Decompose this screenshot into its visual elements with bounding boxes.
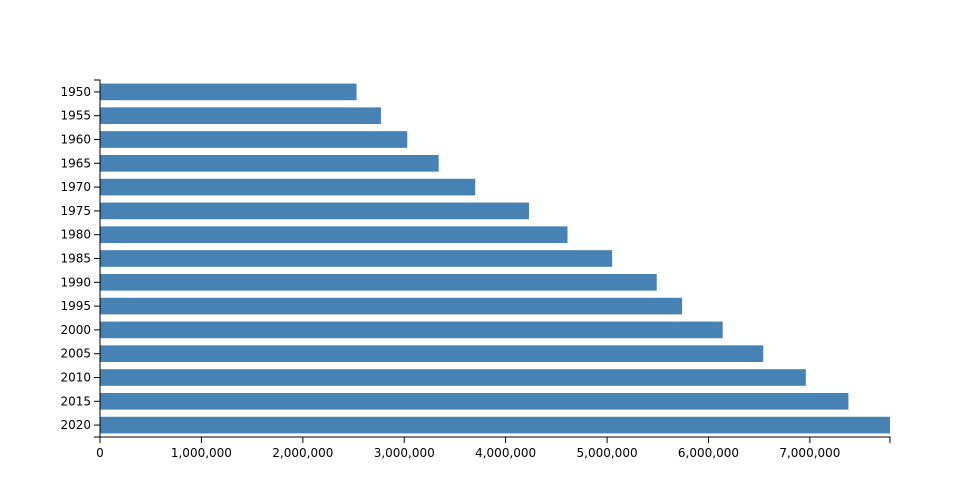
- bar-1960[interactable]: [100, 131, 408, 148]
- x-axis: 0 1,000,000 2,000,000 3,000,000 4,000,000 5,0…: [96, 436, 891, 460]
- y-tick-label: 1965: [60, 156, 91, 170]
- y-tick-label: 1970: [60, 180, 91, 194]
- bar-1970[interactable]: [100, 178, 476, 196]
- x-tick-label: 6,000,000: [678, 446, 739, 460]
- bar-1955[interactable]: [100, 107, 381, 125]
- y-tick-label: 2010: [60, 371, 91, 385]
- bar-1950[interactable]: [100, 83, 357, 101]
- y-tick-label: 1955: [60, 109, 91, 123]
- bar-1980[interactable]: [100, 226, 568, 244]
- x-tick-label: 5,000,000: [577, 446, 638, 460]
- x-axis-line: [99, 436, 891, 443]
- bar-2015[interactable]: [100, 392, 849, 410]
- y-tick-label: 2000: [60, 323, 91, 337]
- y-tick-label: 2020: [60, 418, 91, 432]
- x-tick-label: 4,000,000: [475, 446, 536, 460]
- x-tick-label: 0: [96, 446, 104, 460]
- y-tick-label: 2015: [60, 394, 91, 408]
- bar-2020[interactable]: [100, 416, 890, 434]
- x-tick-label: 7,000,000: [779, 446, 840, 460]
- bar-1995[interactable]: [100, 297, 683, 315]
- bar-2005[interactable]: [100, 345, 764, 363]
- bar-1990[interactable]: [100, 273, 657, 291]
- y-tick-label: 1950: [60, 85, 91, 99]
- y-tick-label: 1985: [60, 252, 91, 266]
- y-tick-label: 1960: [60, 133, 91, 147]
- x-tick-label: 2,000,000: [272, 446, 333, 460]
- bar-1975[interactable]: [100, 202, 529, 220]
- bar-2000[interactable]: [100, 321, 723, 339]
- y-tick-label: 1995: [60, 299, 91, 313]
- y-tick-label: 1975: [60, 204, 91, 218]
- y-axis: 1950 1955 1960 1965 1970 1975 1980 1985 1990 1995…: [60, 79, 101, 438]
- y-tick-label: 1990: [60, 275, 91, 289]
- bars-layer: [100, 83, 890, 434]
- bar-1965[interactable]: [100, 154, 439, 172]
- y-tick-label: 1980: [60, 228, 91, 242]
- bar-1985[interactable]: [100, 250, 613, 267]
- y-tick-label: 2005: [60, 347, 91, 361]
- x-tick-label: 1,000,000: [171, 446, 232, 460]
- bar-2010[interactable]: [100, 369, 806, 386]
- x-tick-label: 3,000,000: [374, 446, 435, 460]
